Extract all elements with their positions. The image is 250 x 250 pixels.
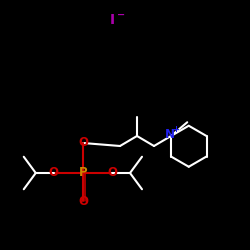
Text: O: O (107, 166, 117, 179)
Text: O: O (78, 195, 88, 208)
Text: I: I (110, 14, 114, 28)
Text: O: O (78, 136, 88, 149)
Text: P: P (79, 166, 87, 179)
Text: O: O (49, 166, 59, 179)
Text: N: N (165, 128, 175, 140)
Text: −: − (118, 10, 126, 20)
Text: +: + (172, 126, 180, 134)
